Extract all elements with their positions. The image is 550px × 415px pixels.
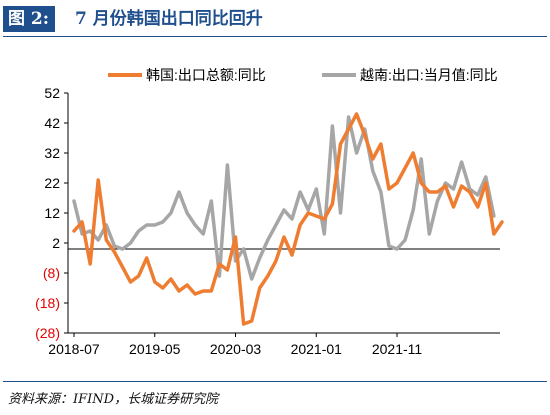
- line-chart: 韩国:出口总额:同比 越南:出口:当月值:同比 52 42 32 22 12 2 (8) (18…: [35, 67, 504, 357]
- y-tick-label: 2: [52, 235, 60, 251]
- figure-title: 7 月份韩国出口同比回升: [75, 9, 263, 29]
- legend-label: 越南:出口:当月值:同比: [360, 67, 498, 83]
- source-note: 资料来源：IFIND，长城证券研究院: [8, 392, 219, 407]
- x-tick-label: 2019-05: [129, 341, 181, 357]
- y-tick-label: 12: [44, 205, 60, 221]
- x-tick-label: 2020-03: [210, 341, 262, 357]
- y-tick-label: 42: [44, 115, 60, 131]
- figure-header: 图 2: 7 月份韩国出口同比回升: [0, 0, 550, 38]
- y-tick-label: 52: [44, 85, 60, 101]
- x-tick-label: 2021-01: [291, 341, 343, 357]
- x-tick-label: 2021-11: [372, 341, 423, 357]
- title-rule: [3, 36, 547, 37]
- y-axis: 52 42 32 22 12 2 (8) (18) (28): [35, 85, 69, 341]
- x-axis: 2018-07 2019-05 2020-03 2021-01 2021-11: [48, 332, 500, 357]
- series-line: [72, 112, 504, 326]
- series-layer: [72, 112, 504, 326]
- y-tick-label: (8): [43, 265, 60, 281]
- series-line: [72, 115, 496, 281]
- x-tick-label: 2018-07: [48, 341, 100, 357]
- y-tick-label: 22: [44, 175, 60, 191]
- figure-label: 图 2:: [3, 6, 56, 32]
- legend-label: 韩国:出口总额:同比: [146, 67, 266, 83]
- legend: 韩国:出口总额:同比 越南:出口:当月值:同比: [108, 67, 498, 83]
- footer-rule: [3, 381, 547, 382]
- y-tick-label: (28): [35, 325, 60, 341]
- y-tick-label: (18): [35, 295, 60, 311]
- y-tick-label: 32: [44, 145, 60, 161]
